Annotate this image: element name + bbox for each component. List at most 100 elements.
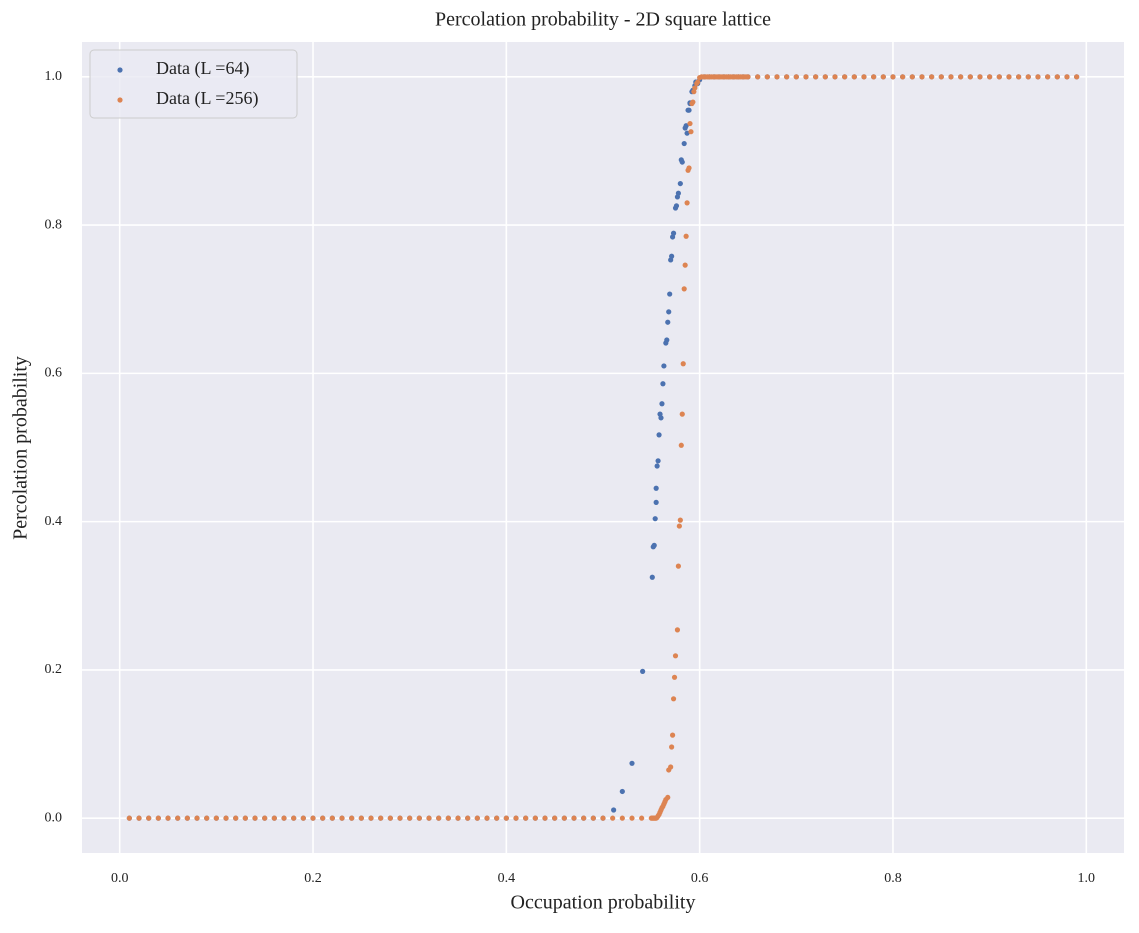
point [880, 74, 886, 80]
point [619, 788, 625, 795]
point [1045, 74, 1051, 80]
point [1016, 74, 1022, 80]
point [871, 74, 877, 80]
point [445, 815, 451, 821]
point [426, 815, 432, 821]
point [682, 262, 688, 268]
point [676, 523, 682, 529]
point [967, 74, 973, 80]
point [675, 190, 681, 196]
legend-marker [117, 67, 123, 73]
legend-label: Data (L =64) [156, 58, 249, 79]
point [233, 815, 239, 821]
y-tick-label: 0.4 [45, 514, 63, 529]
point [764, 74, 770, 80]
point [619, 815, 625, 821]
x-tick-label: 0.6 [691, 871, 709, 886]
point [1035, 74, 1041, 80]
point [660, 381, 666, 387]
point [659, 401, 665, 407]
point [649, 574, 655, 580]
point [136, 815, 142, 821]
point [661, 363, 667, 369]
point [832, 74, 838, 80]
point [407, 815, 413, 821]
point [532, 815, 538, 821]
point [774, 74, 780, 80]
point [900, 74, 906, 80]
point [669, 253, 675, 259]
point [165, 815, 171, 821]
point [669, 744, 675, 750]
point [561, 815, 567, 821]
point [664, 337, 670, 343]
x-tick-label: 1.0 [1078, 871, 1096, 886]
plot-area [82, 42, 1124, 853]
point [358, 815, 364, 821]
series [126, 74, 1080, 821]
chart-title: Percolation probability - 2D square latt… [435, 9, 771, 31]
legend-marker [117, 97, 123, 103]
point [503, 815, 509, 821]
x-tick-label: 0.8 [884, 871, 902, 886]
y-tick-label: 0.8 [45, 217, 63, 232]
point [474, 815, 480, 821]
point [194, 815, 200, 821]
point [677, 517, 683, 523]
point [653, 499, 659, 505]
point [938, 74, 944, 80]
point [368, 815, 374, 821]
point [242, 815, 248, 821]
point [784, 74, 790, 80]
point [378, 815, 384, 821]
point [204, 815, 210, 821]
point [987, 74, 993, 80]
point [686, 165, 692, 171]
point [996, 74, 1002, 80]
point [665, 319, 671, 325]
point [513, 815, 519, 821]
point [851, 74, 857, 80]
point [653, 485, 659, 491]
point [681, 140, 687, 147]
point [640, 668, 646, 674]
point [349, 815, 355, 821]
point [600, 815, 606, 821]
point [397, 815, 403, 821]
point [387, 815, 393, 821]
point [610, 815, 616, 821]
point [977, 74, 983, 80]
point [842, 74, 848, 80]
point [494, 815, 500, 821]
point [669, 732, 676, 738]
point [813, 74, 819, 80]
y-axis-label: Percolation probability [10, 356, 32, 540]
point [909, 74, 915, 80]
point [126, 815, 132, 821]
point [890, 74, 896, 80]
point [223, 815, 229, 821]
point [651, 542, 657, 548]
point [175, 815, 181, 821]
point [262, 815, 268, 821]
point [678, 442, 684, 448]
point [948, 74, 954, 80]
point [684, 200, 690, 206]
point [611, 807, 617, 813]
point [958, 74, 964, 80]
point [670, 230, 677, 236]
y-tick-label: 1.0 [45, 69, 63, 84]
point [252, 815, 258, 821]
point [667, 291, 673, 297]
y-tick-label: 0.0 [45, 810, 63, 825]
point [688, 129, 694, 135]
point [155, 815, 161, 821]
legend-label: Data (L =256) [156, 88, 258, 109]
point [436, 815, 442, 821]
point [271, 815, 277, 821]
point [683, 233, 689, 239]
point [919, 74, 925, 80]
x-tick-label: 0.2 [304, 871, 322, 886]
point [542, 815, 548, 821]
